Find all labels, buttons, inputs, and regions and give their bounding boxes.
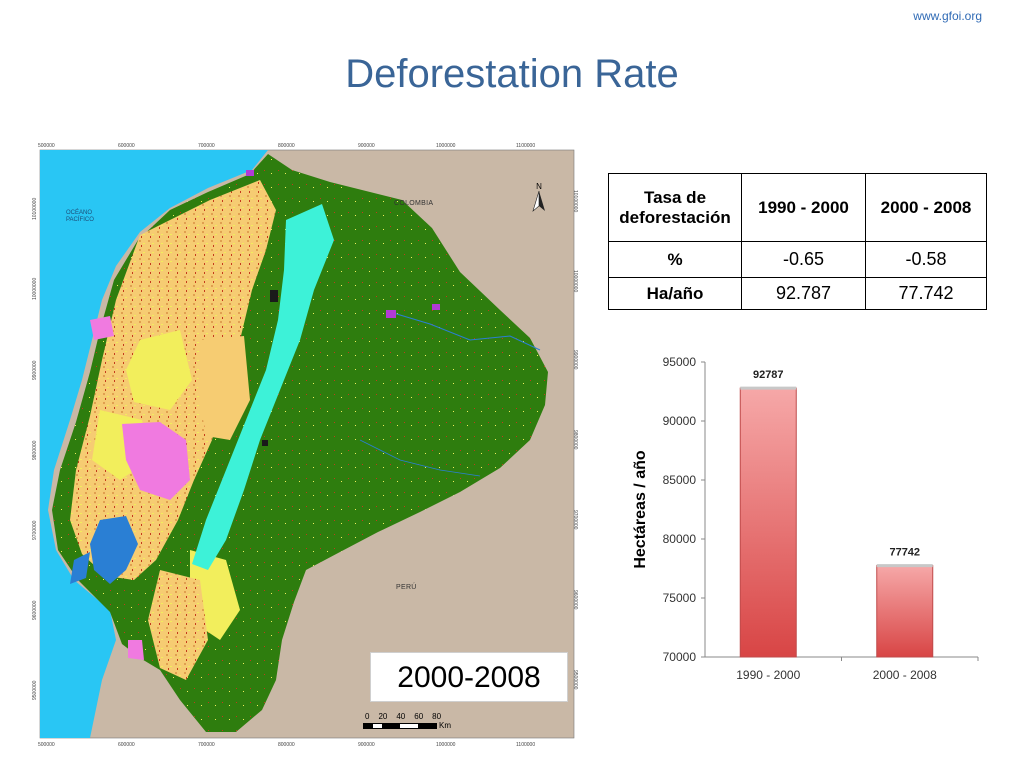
- y-tick-label: 75000: [663, 591, 697, 605]
- table-row: % -0.65 -0.58: [608, 241, 987, 278]
- y-tick-label: 70000: [663, 650, 697, 664]
- y-coord-label: 9700000: [32, 520, 38, 540]
- scale-ticks: 0 20 40 60 80: [363, 712, 451, 721]
- x-coord-label: 1100000: [516, 742, 536, 748]
- y-coord-label: 10000000: [572, 270, 578, 293]
- ocean-label-line: PACÍFICO: [66, 217, 94, 223]
- x-coord-label: 700000: [198, 143, 215, 149]
- scale-tick: 40: [396, 712, 406, 721]
- period-label-box: 2000-2008: [370, 652, 568, 702]
- y-tick-label: 85000: [663, 473, 697, 487]
- x-coord-label: 500000: [38, 143, 55, 149]
- bar: [876, 565, 934, 658]
- y-coord-label: 10100000: [32, 197, 38, 220]
- y-coord-label: 9500000: [32, 680, 38, 700]
- ocean-area: [40, 150, 268, 738]
- site-url[interactable]: www.gfoi.org: [913, 9, 982, 23]
- map-image: [39, 149, 575, 739]
- bar: [739, 387, 797, 658]
- table-cell: -0.58: [865, 241, 987, 278]
- table-header-row: Tasa de deforestación 1990 - 2000 2000 -…: [608, 173, 987, 242]
- scale-bar-graphic: [363, 722, 437, 729]
- x-coord-label: 600000: [118, 742, 135, 748]
- y-coord-label: 10000000: [32, 277, 38, 300]
- x-coord-label: 1100000: [516, 143, 536, 149]
- data-label: 92787: [753, 369, 784, 381]
- deforestation-bar-chart: 70000 75000 80000 85000 90000 95000 Hectáreas …: [600, 345, 1000, 695]
- north-label: N: [536, 182, 542, 191]
- deforestation-rate-table: Tasa de deforestación 1990 - 2000 2000 -…: [608, 173, 987, 310]
- x-coord-label: 900000: [358, 143, 375, 149]
- scale-unit: Km: [439, 721, 451, 730]
- data-label: 77742: [889, 547, 920, 559]
- table-row: Ha/año 92.787 77.742: [608, 277, 987, 310]
- scale-graphic: Km: [363, 721, 451, 730]
- x-coord-label: 700000: [198, 742, 215, 748]
- x-coord-label: 800000: [278, 742, 295, 748]
- x-coord-label: 900000: [358, 742, 375, 748]
- arrow-icon: [532, 190, 545, 212]
- table-header-cell: 2000 - 2008: [865, 173, 987, 242]
- x-tick-label: 1990 - 2000: [736, 668, 800, 682]
- scale-tick: 20: [378, 712, 388, 721]
- table-cell: -0.65: [741, 241, 866, 278]
- y-coord-label: 9800000: [572, 430, 578, 450]
- y-coord-label: 9700000: [572, 510, 578, 530]
- y-tick-label: 90000: [663, 414, 697, 428]
- scale-tick: 60: [414, 712, 424, 721]
- x-coord-label: 800000: [278, 143, 295, 149]
- x-coord-label: 600000: [118, 143, 135, 149]
- x-coord-label: 500000: [38, 742, 55, 748]
- y-coord-label: 10100000: [572, 190, 578, 213]
- ocean-label: OCÉANO PACÍFICO: [66, 210, 94, 224]
- y-coord-label: 9900000: [572, 350, 578, 370]
- y-tick-label: 80000: [663, 532, 697, 546]
- table-cell: 92.787: [741, 277, 866, 310]
- y-coord-label: 9600000: [32, 600, 38, 620]
- scale-bar: 0 20 40 60 80 Km: [363, 712, 451, 730]
- y-tick-label: 95000: [663, 355, 697, 369]
- scale-tick: 80: [432, 712, 442, 721]
- table-row-header: %: [608, 241, 742, 278]
- estuary: [90, 516, 138, 584]
- table-header-cell: 1990 - 2000: [741, 173, 866, 242]
- paramo-band: [192, 204, 334, 570]
- bar-chart-svg: 70000 75000 80000 85000 90000 95000 Hectáreas …: [632, 355, 979, 682]
- y-coord-label: 9500000: [572, 670, 578, 690]
- table-header-cell: Tasa de deforestación: [608, 173, 742, 242]
- x-coord-label: 1000000: [436, 742, 456, 748]
- country-label-colombia: COLOMBIA: [394, 200, 434, 207]
- y-coord-label: 9900000: [32, 360, 38, 380]
- ocean-label-line: OCÉANO: [66, 210, 93, 216]
- y-coord-label: 9800000: [32, 440, 38, 460]
- land-cover-map: 500000 600000 700000 800000 900000 10000…: [30, 140, 578, 752]
- x-tick-label: 2000 - 2008: [873, 668, 937, 682]
- y-coord-label: 9600000: [572, 590, 578, 610]
- urban-area: [122, 422, 190, 500]
- country-label-peru: PERÚ: [396, 584, 417, 591]
- table-cell: 77.742: [865, 277, 987, 310]
- scale-tick: 0: [365, 712, 370, 721]
- y-axis-label: Hectáreas / año: [632, 450, 649, 569]
- slide-title: Deforestation Rate: [345, 52, 679, 96]
- x-coord-label: 1000000: [436, 143, 456, 149]
- table-row-header: Ha/año: [608, 277, 742, 310]
- north-arrow-icon: N: [532, 182, 546, 218]
